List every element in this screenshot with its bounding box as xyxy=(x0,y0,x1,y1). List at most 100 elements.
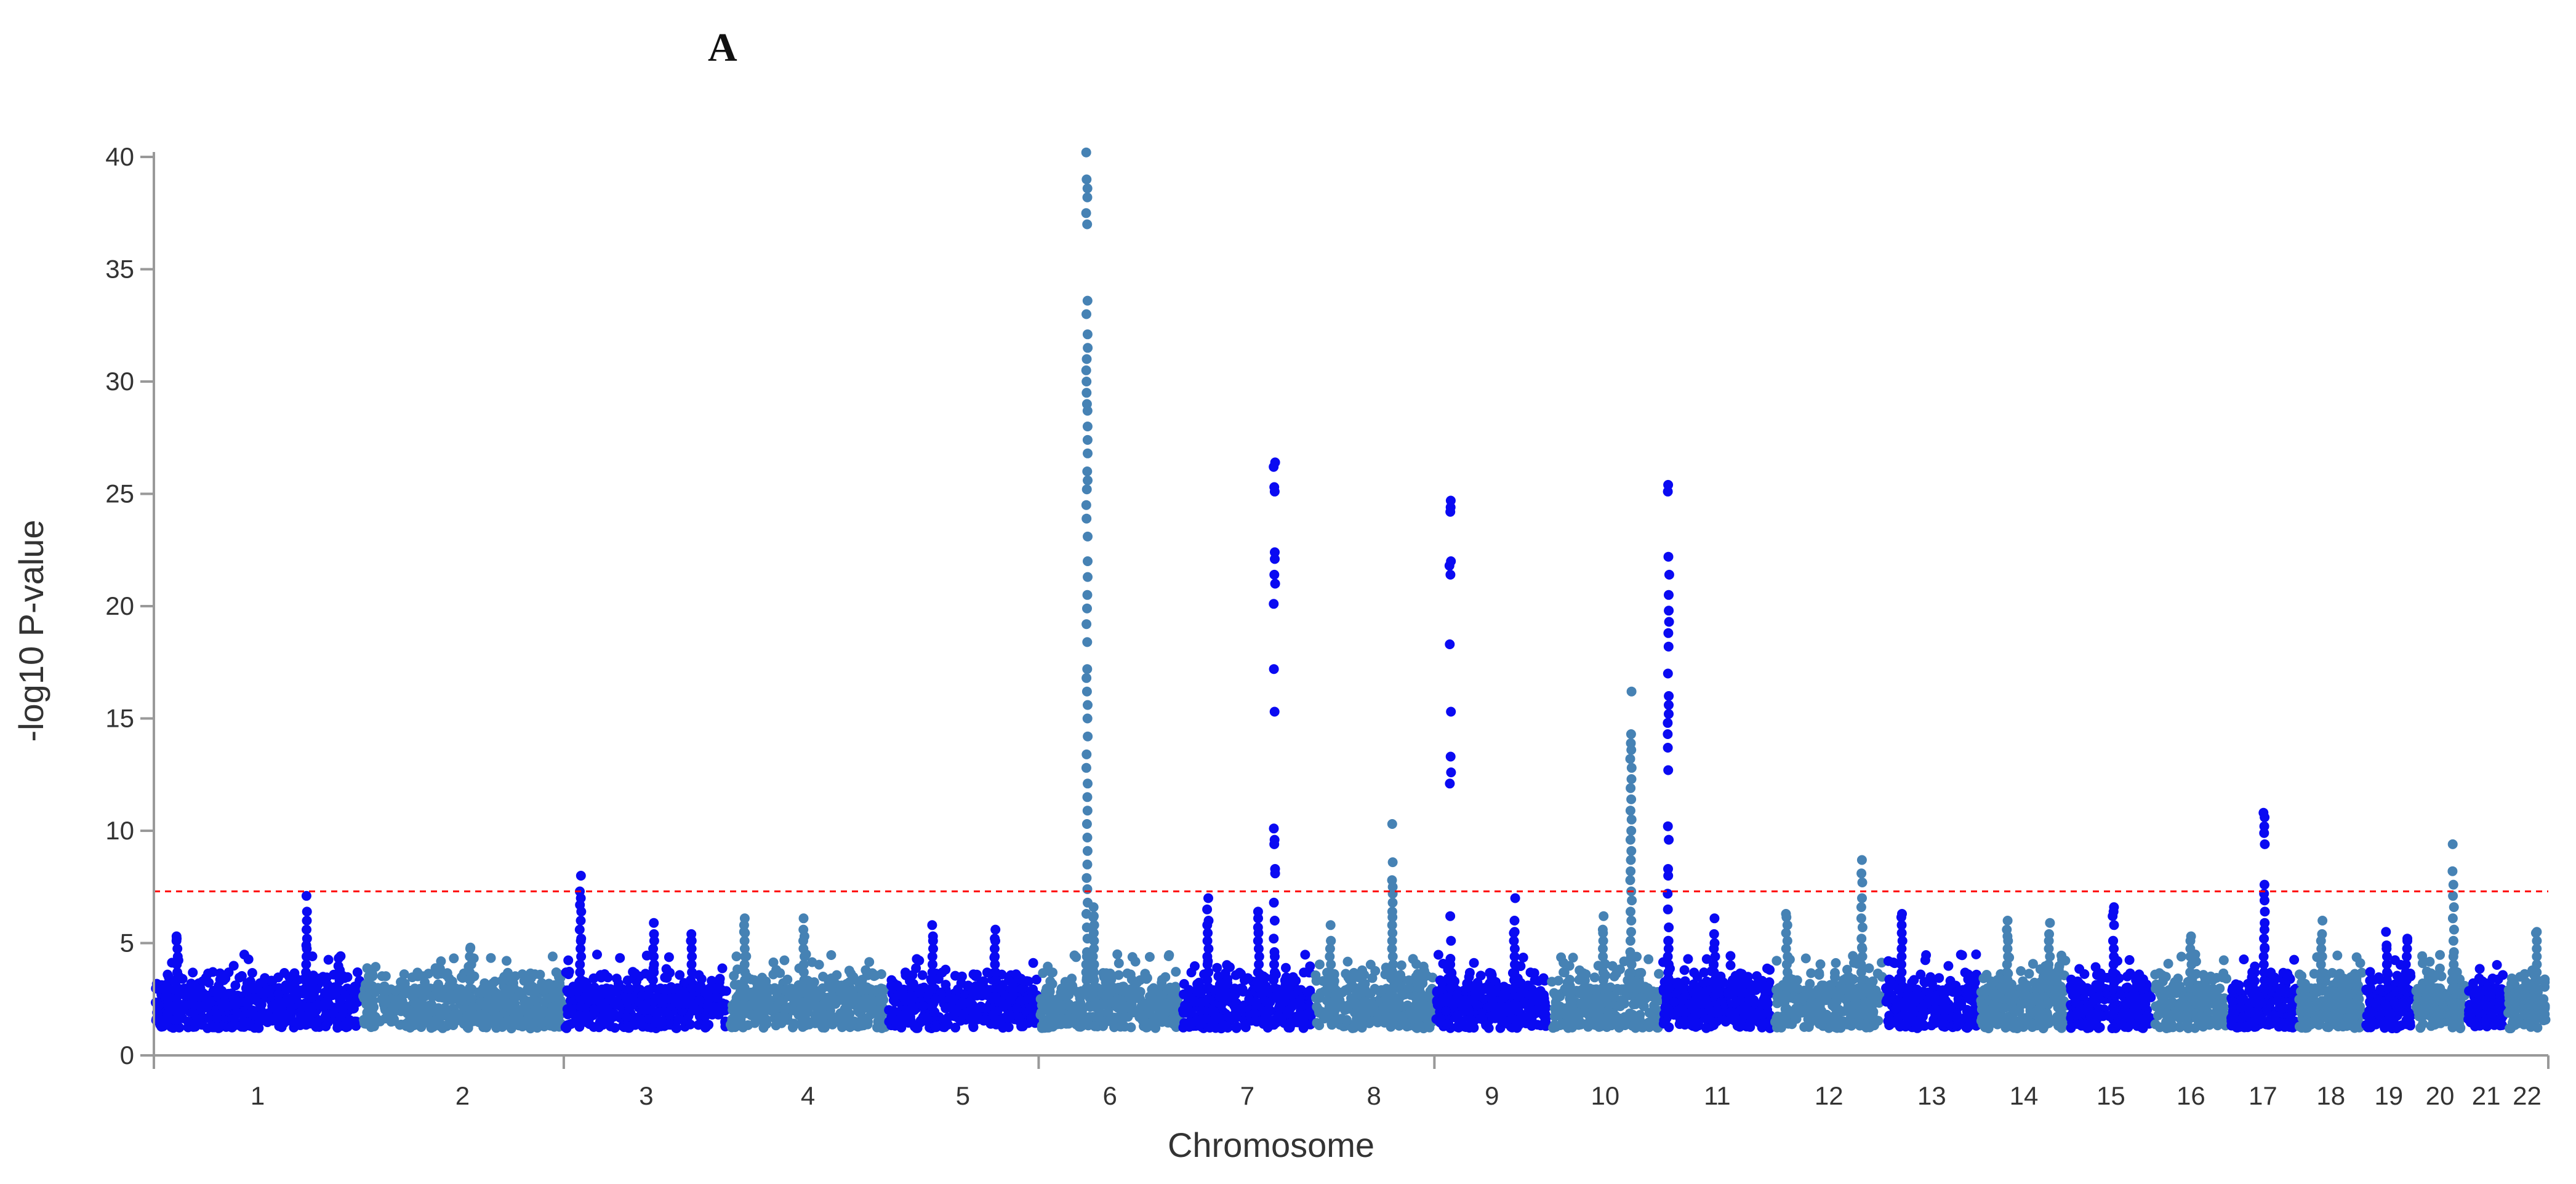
snp-point xyxy=(634,997,644,1007)
snp-point xyxy=(1298,1015,1309,1025)
snp-point xyxy=(188,967,198,978)
snp-point xyxy=(939,1022,950,1032)
snp-point xyxy=(1839,1016,1849,1026)
snp-point xyxy=(544,1008,555,1018)
snp-point xyxy=(247,968,257,978)
snp-point xyxy=(1028,958,1038,968)
snp-point xyxy=(659,993,668,1003)
snp-point xyxy=(1314,959,1325,970)
snp-point xyxy=(462,1012,473,1022)
snp-point xyxy=(892,980,902,991)
snp-point xyxy=(1231,1012,1242,1023)
snp-point xyxy=(203,1023,213,1033)
snp-point xyxy=(873,996,883,1006)
snp-point xyxy=(624,1004,635,1014)
snp-point xyxy=(660,972,670,983)
snp-point xyxy=(497,1017,507,1028)
snp-point xyxy=(1222,974,1233,984)
snp-point xyxy=(1512,1001,1522,1010)
snp-point xyxy=(1195,987,1205,998)
snp-point xyxy=(249,993,259,1003)
snp-point xyxy=(999,1013,1009,1023)
snp-point xyxy=(846,969,856,979)
snp-point xyxy=(1132,986,1142,996)
snp-point xyxy=(1026,1013,1037,1023)
snp-point xyxy=(436,956,446,966)
snp-point xyxy=(484,986,495,996)
snp-point xyxy=(231,1007,242,1018)
snp-point xyxy=(334,953,344,964)
snp-point xyxy=(862,968,872,978)
snp-point xyxy=(914,987,925,998)
snp-point xyxy=(1115,1022,1126,1032)
snp-point xyxy=(1815,959,1826,969)
snp-point xyxy=(611,985,622,996)
snp-point xyxy=(571,1014,582,1024)
snp-point xyxy=(717,998,728,1009)
snp-point xyxy=(532,1004,542,1014)
snp-point xyxy=(622,975,633,986)
snp-point xyxy=(714,977,724,988)
snp-point xyxy=(1814,1018,1824,1029)
snp-point xyxy=(972,990,982,1001)
snp-point xyxy=(407,972,417,983)
snp-point xyxy=(415,983,425,994)
snp-point xyxy=(1441,1006,1451,1016)
snp-point xyxy=(550,986,560,997)
snp-point xyxy=(1140,972,1150,983)
snp-point xyxy=(1183,1005,1194,1015)
snp-point xyxy=(1690,1014,1700,1024)
snp-point xyxy=(780,1005,790,1015)
snp-point xyxy=(768,969,779,980)
snp-point xyxy=(1212,962,1222,973)
snp-point xyxy=(731,951,742,962)
snp-point xyxy=(503,967,513,978)
snp-point xyxy=(1854,1012,1864,1023)
snp-point xyxy=(1077,1021,1087,1031)
snp-point xyxy=(187,1007,198,1018)
snp-point xyxy=(1300,950,1310,960)
snp-point xyxy=(1458,1006,1469,1017)
snp-point xyxy=(359,1015,369,1025)
snp-point xyxy=(275,1016,285,1026)
snp-point xyxy=(1366,1016,1377,1026)
snp-point xyxy=(198,976,208,986)
snp-point xyxy=(1551,1022,1561,1032)
snp-point xyxy=(734,1015,745,1025)
snp-point xyxy=(351,985,362,996)
snp-point xyxy=(444,980,455,990)
snp-point xyxy=(592,950,602,960)
snp-point xyxy=(931,1022,941,1033)
snp-point xyxy=(322,972,332,983)
snp-point xyxy=(1038,968,1048,978)
snp-point xyxy=(1357,1017,1367,1027)
snp-point xyxy=(183,1017,193,1026)
snp-point xyxy=(1603,1006,1613,1016)
snp-point xyxy=(1342,956,1353,967)
snp-point xyxy=(1093,1012,1104,1023)
snp-point xyxy=(159,984,169,994)
snp-point xyxy=(506,1000,516,1010)
snp-point xyxy=(856,1020,866,1031)
snp-point xyxy=(1045,986,1055,997)
snp-point xyxy=(1746,1016,1756,1026)
snp-point xyxy=(1736,969,1747,979)
snp-point xyxy=(1197,997,1207,1007)
snp-point xyxy=(950,1022,961,1033)
snp-point xyxy=(189,1000,199,1010)
snp-point xyxy=(1433,950,1443,960)
snp-point xyxy=(1394,1020,1405,1031)
snp-point xyxy=(1699,967,1709,978)
snp-point xyxy=(553,969,563,979)
snp-point xyxy=(713,1009,724,1020)
snp-point xyxy=(531,1017,541,1028)
snp-point xyxy=(435,964,445,974)
snp-point xyxy=(1525,967,1536,978)
snp-point xyxy=(209,986,219,997)
snp-point xyxy=(661,964,672,974)
snp-point xyxy=(1163,951,1174,961)
snp-point xyxy=(1190,961,1200,971)
snp-point xyxy=(1038,999,1049,1009)
snp-point xyxy=(1840,994,1851,1005)
snp-point xyxy=(967,999,977,1010)
